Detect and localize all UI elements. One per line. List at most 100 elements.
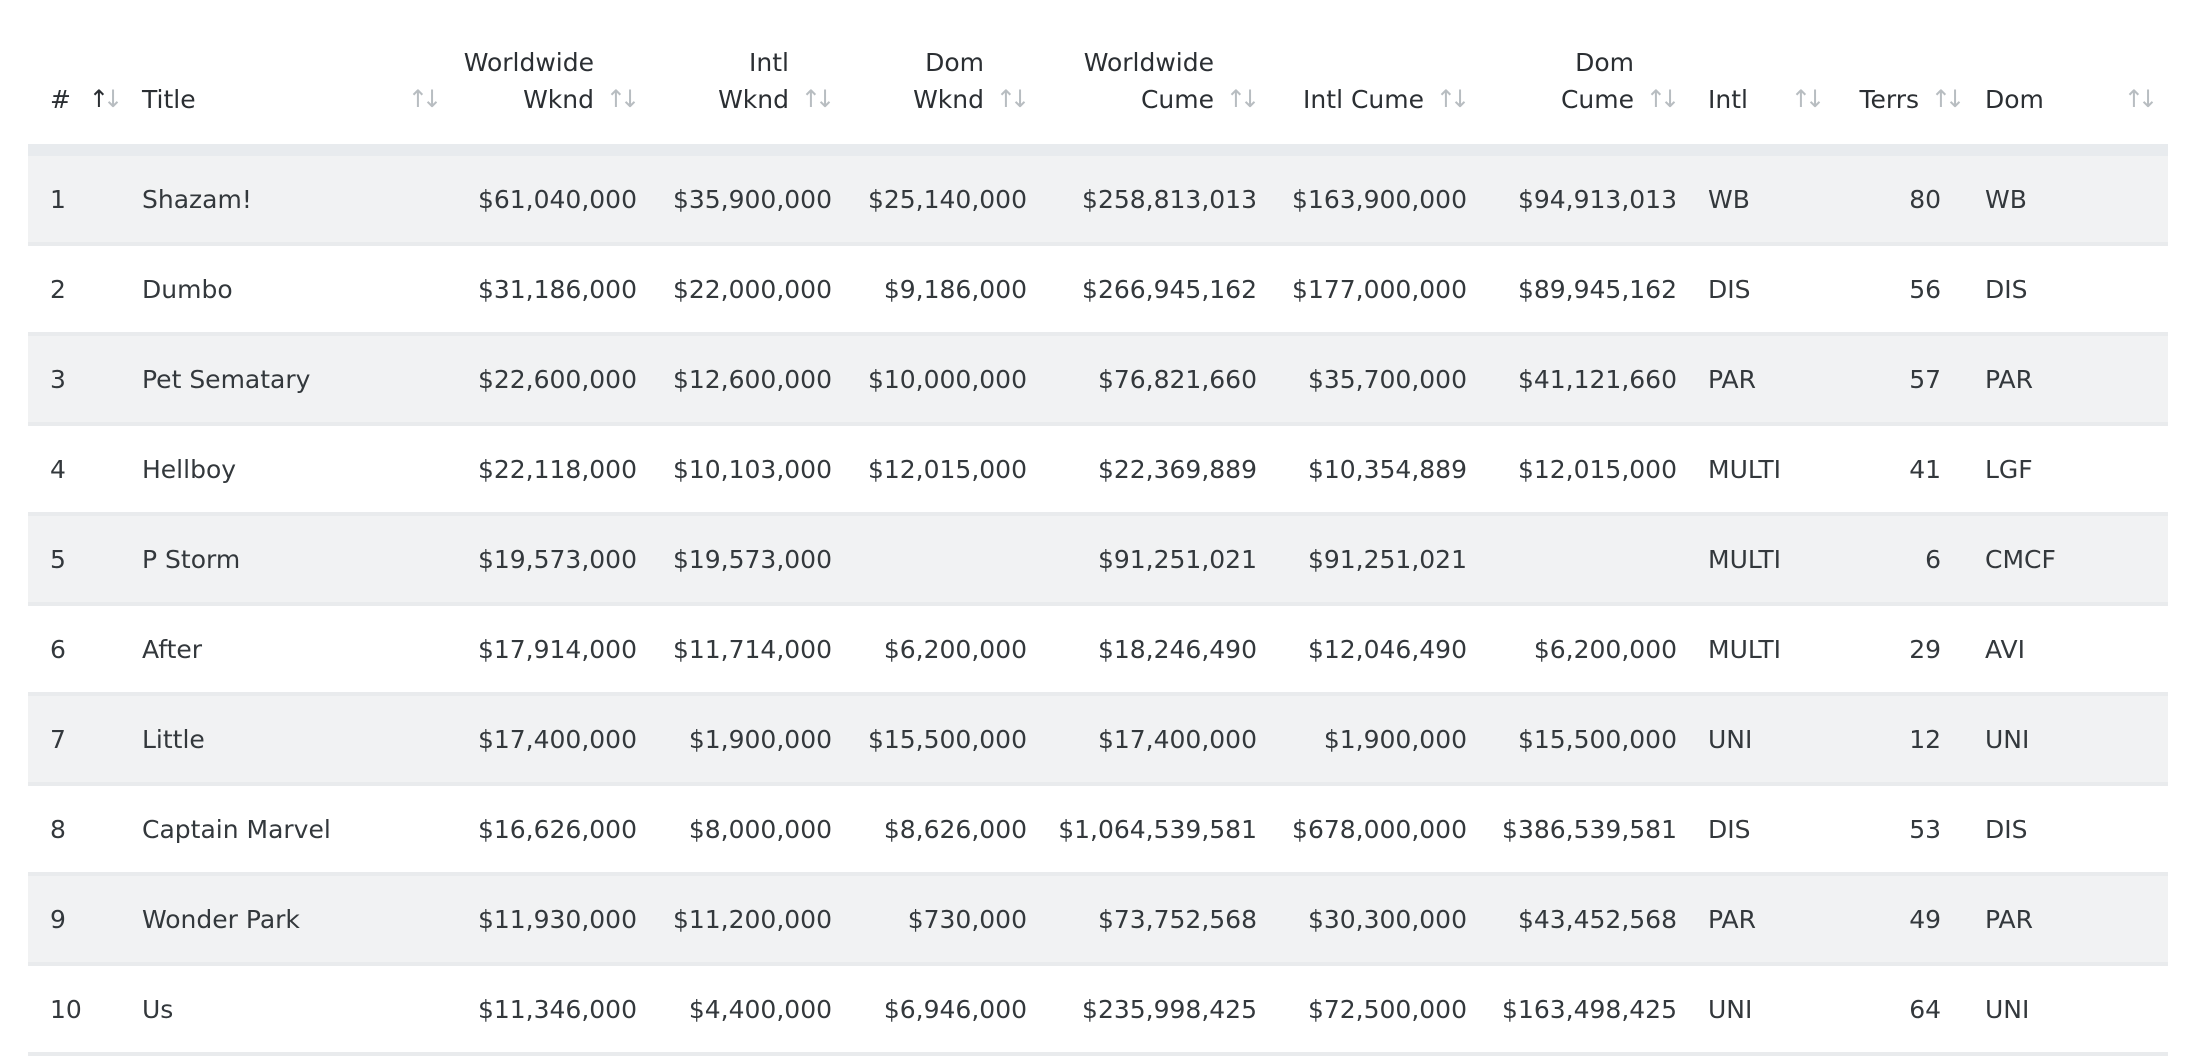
dom-wknd-cell: $25,140,000 [833,156,1028,246]
worldwide-cume-cell: $258,813,013 [1028,156,1258,246]
title-cell[interactable]: Shazam! [128,156,448,246]
dom-wknd-cell: $6,200,000 [833,606,1028,696]
sort-up-down-icon[interactable]: ↑↓ [800,85,835,113]
terrs-cell: 80 [1823,156,1963,246]
intl-wknd-cell: $10,103,000 [638,426,833,516]
intl-distributor-cell: DIS [1678,786,1823,876]
column-label-line1: Worldwide [463,48,594,77]
column-label: Dom [1985,85,2044,114]
dom-cume-cell: $15,500,000 [1468,696,1678,786]
sort-up-down-icon[interactable]: ↑↓ [995,85,1030,113]
dom-wknd-cell: $9,186,000 [833,246,1028,336]
column-header-title[interactable]: Title ↑↓ [128,0,448,156]
column-header-dom-cume[interactable]: Dom Cume ↑↓ [1468,0,1680,156]
column-header-worldwide-wknd[interactable]: Worldwide Wknd ↑↓ [448,0,640,156]
table-row[interactable]: 7 Little $17,400,000 $1,900,000 $15,500,000 $… [28,696,2168,786]
table-row[interactable]: 6 After $17,914,000 $11,714,000 $6,200,000 $1… [28,606,2168,696]
dom-distributor-cell: AVI [1963,606,2168,696]
worldwide-cume-cell: $22,369,889 [1028,426,1258,516]
column-header-dom[interactable]: Dom ↑↓ [1963,0,2168,156]
sort-up-down-icon[interactable]: ↑↓ [1790,85,1825,113]
title-cell[interactable]: Pet Sematary [128,336,448,426]
column-header-intl-wknd[interactable]: Intl Wknd ↑↓ [638,0,835,156]
table-row[interactable]: 8 Captain Marvel $16,626,000 $8,000,000 $8,6… [28,786,2168,876]
column-header-dom-wknd[interactable]: Dom Wknd ↑↓ [833,0,1030,156]
table-row[interactable]: 1 Shazam! $61,040,000 $35,900,000 $25,140,00… [28,156,2168,246]
intl-distributor-cell: MULTI [1678,426,1823,516]
worldwide-cume-cell: $235,998,425 [1028,966,1258,1056]
terrs-cell: 12 [1823,696,1963,786]
dom-cume-cell: $12,015,000 [1468,426,1678,516]
title-cell[interactable]: After [128,606,448,696]
dom-cume-cell: $41,121,660 [1468,336,1678,426]
dom-distributor-cell: LGF [1963,426,2168,516]
title-cell[interactable]: Captain Marvel [128,786,448,876]
box-office-table: # ↑↓ Title ↑↓ Worldwide Wknd ↑↓ Intl Wknd [28,0,2168,1056]
worldwide-wknd-cell: $31,186,000 [448,246,638,336]
worldwide-wknd-cell: $11,346,000 [448,966,638,1056]
rank-cell: 1 [28,156,128,246]
intl-cume-cell: $678,000,000 [1258,786,1468,876]
column-label: Terrs [1859,85,1919,114]
sort-up-down-icon[interactable]: ↑↓ [88,85,123,113]
worldwide-wknd-cell: $17,400,000 [448,696,638,786]
table-row[interactable]: 3 Pet Sematary $22,600,000 $12,600,000 $10,0… [28,336,2168,426]
intl-wknd-cell: $22,000,000 [638,246,833,336]
table-row[interactable]: 9 Wonder Park $11,930,000 $11,200,000 $730,0… [28,876,2168,966]
column-header-intl[interactable]: Intl ↑↓ [1678,0,1825,156]
dom-distributor-cell: PAR [1963,336,2168,426]
rank-cell: 2 [28,246,128,336]
sort-up-down-icon[interactable]: ↑↓ [1645,85,1680,113]
dom-cume-cell: $163,498,425 [1468,966,1678,1056]
dom-wknd-cell: $6,946,000 [833,966,1028,1056]
rank-cell: 7 [28,696,128,786]
worldwide-cume-cell: $266,945,162 [1028,246,1258,336]
dom-wknd-cell: $10,000,000 [833,336,1028,426]
terrs-cell: 57 [1823,336,1963,426]
table-row[interactable]: 4 Hellboy $22,118,000 $10,103,000 $12,015,00… [28,426,2168,516]
title-cell[interactable]: Dumbo [128,246,448,336]
column-header-intl-cume[interactable]: Intl Cume ↑↓ [1258,0,1470,156]
column-header-worldwide-cume[interactable]: Worldwide Cume ↑↓ [1028,0,1260,156]
dom-cume-cell: $6,200,000 [1468,606,1678,696]
terrs-cell: 29 [1823,606,1963,696]
column-label: Title [142,85,196,114]
dom-cume-cell [1468,516,1678,606]
intl-wknd-cell: $1,900,000 [638,696,833,786]
dom-wknd-cell: $730,000 [833,876,1028,966]
sort-up-down-icon[interactable]: ↑↓ [407,85,442,113]
intl-wknd-cell: $8,000,000 [638,786,833,876]
intl-cume-cell: $177,000,000 [1258,246,1468,336]
dom-cume-cell: $386,539,581 [1468,786,1678,876]
title-cell[interactable]: Us [128,966,448,1056]
dom-cume-cell: $94,913,013 [1468,156,1678,246]
dom-distributor-cell: PAR [1963,876,2168,966]
dom-distributor-cell: UNI [1963,966,2168,1056]
column-label-line2: Cume [1560,85,1634,114]
sort-up-down-icon[interactable]: ↑↓ [2123,85,2158,113]
sort-up-down-icon[interactable]: ↑↓ [1435,85,1470,113]
sort-up-down-icon[interactable]: ↑↓ [1225,85,1260,113]
intl-wknd-cell: $11,200,000 [638,876,833,966]
worldwide-wknd-cell: $11,930,000 [448,876,638,966]
intl-distributor-cell: PAR [1678,876,1823,966]
intl-cume-cell: $35,700,000 [1258,336,1468,426]
column-header-rank[interactable]: # ↑↓ [28,0,128,156]
intl-cume-cell: $10,354,889 [1258,426,1468,516]
table-row[interactable]: 2 Dumbo $31,186,000 $22,000,000 $9,186,000 $2… [28,246,2168,336]
sort-up-down-icon[interactable]: ↑↓ [1930,85,1965,113]
title-cell[interactable]: Little [128,696,448,786]
terrs-cell: 49 [1823,876,1963,966]
dom-distributor-cell: UNI [1963,696,2168,786]
intl-cume-cell: $30,300,000 [1258,876,1468,966]
title-cell[interactable]: Hellboy [128,426,448,516]
title-cell[interactable]: Wonder Park [128,876,448,966]
sort-up-down-icon[interactable]: ↑↓ [605,85,640,113]
column-header-terrs[interactable]: Terrs ↑↓ [1823,0,1965,156]
table-row[interactable]: 10 Us $11,346,000 $4,400,000 $6,946,000 $235,… [28,966,2168,1056]
intl-wknd-cell: $11,714,000 [638,606,833,696]
dom-wknd-cell: $8,626,000 [833,786,1028,876]
title-cell[interactable]: P Storm [128,516,448,606]
terrs-cell: 56 [1823,246,1963,336]
